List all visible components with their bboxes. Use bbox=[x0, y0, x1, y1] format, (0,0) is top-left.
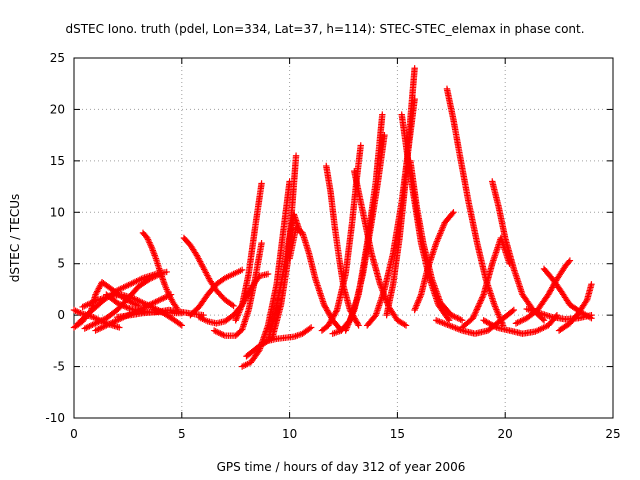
data-series bbox=[351, 167, 410, 329]
data-point bbox=[163, 268, 170, 276]
y-tick-label: -10 bbox=[45, 411, 65, 425]
data-point bbox=[230, 302, 237, 310]
data-series bbox=[398, 111, 453, 324]
data-series bbox=[232, 180, 265, 324]
y-tick-label: 15 bbox=[50, 154, 65, 168]
chart-title: dSTEC Iono. truth (pdel, Lon=334, Lat=37… bbox=[65, 22, 584, 36]
data-point bbox=[402, 322, 410, 329]
data-point bbox=[354, 320, 362, 328]
data-point bbox=[258, 180, 265, 187]
y-tick-label: 25 bbox=[50, 51, 65, 65]
data-point bbox=[258, 239, 265, 247]
x-tick-label: 20 bbox=[498, 427, 513, 441]
data-series bbox=[139, 229, 181, 313]
ticks: 0 5 10 15 20 25 -10 -5 0 5 10 15 20 25 bbox=[45, 51, 620, 441]
x-tick-label: 10 bbox=[282, 427, 297, 441]
data-point bbox=[355, 322, 362, 329]
data-point bbox=[588, 281, 595, 288]
y-tick-label: 5 bbox=[57, 257, 65, 271]
data-series bbox=[187, 266, 246, 319]
x-tick-label: 0 bbox=[70, 427, 78, 441]
data-point bbox=[307, 324, 315, 331]
data-point bbox=[292, 152, 300, 159]
data-series bbox=[180, 234, 237, 310]
data-point bbox=[177, 321, 184, 328]
data-point bbox=[228, 301, 236, 309]
data-point bbox=[379, 111, 386, 118]
data-series bbox=[286, 224, 345, 334]
x-axis-label: GPS time / hours of day 312 of year 2006 bbox=[217, 460, 466, 474]
data-series bbox=[238, 178, 293, 370]
data-series bbox=[264, 211, 304, 345]
data-point bbox=[264, 270, 272, 278]
data-series bbox=[323, 162, 362, 329]
data-marks bbox=[70, 65, 595, 370]
y-tick-label: -5 bbox=[53, 360, 65, 374]
data-point bbox=[178, 322, 185, 329]
y-tick-label: 10 bbox=[50, 205, 65, 219]
y-axis-label: dSTEC / TECUs bbox=[8, 194, 22, 283]
axes bbox=[73, 57, 614, 419]
data-point bbox=[381, 131, 388, 139]
data-point bbox=[411, 65, 418, 72]
data-point bbox=[116, 324, 123, 331]
data-series bbox=[342, 131, 388, 334]
x-tick-label: 5 bbox=[178, 427, 186, 441]
data-point bbox=[333, 308, 340, 315]
data-point bbox=[306, 325, 313, 332]
data-point bbox=[401, 321, 408, 328]
x-tick-label: 15 bbox=[390, 427, 405, 441]
plot-frame bbox=[73, 57, 614, 419]
data-point bbox=[238, 266, 246, 274]
data-point bbox=[357, 142, 364, 149]
y-tick-label: 0 bbox=[57, 308, 65, 322]
y-tick-label: 20 bbox=[50, 102, 65, 116]
x-tick-label: 25 bbox=[605, 427, 620, 441]
data-series bbox=[210, 239, 265, 339]
data-series bbox=[256, 324, 315, 350]
grid bbox=[74, 58, 613, 418]
